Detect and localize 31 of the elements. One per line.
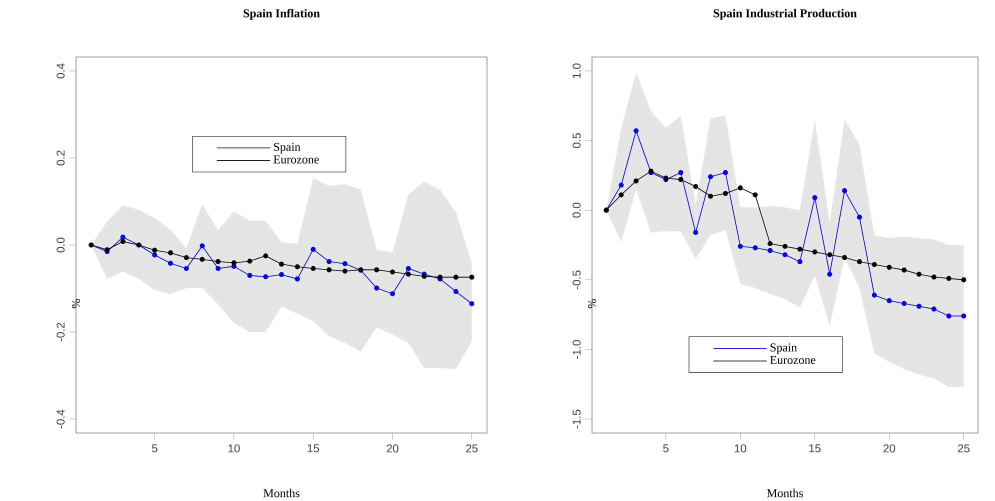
legend-label: Spain (770, 343, 797, 354)
x-tick-label: 15 (308, 444, 320, 452)
x-tick-label: 15 (809, 444, 821, 452)
legend-label: Eurozone (770, 356, 816, 364)
x-tick-label: 20 (386, 444, 398, 452)
x-tick-label: 25 (958, 444, 970, 452)
y-tick-label: 1.0 (572, 64, 581, 78)
legend-label: Spain (274, 142, 300, 154)
y-tick-label: -1.5 (572, 410, 581, 428)
x-tick-label: 5 (663, 444, 669, 452)
x-tick-label: 10 (228, 444, 240, 452)
y-tick-label: -0.2 (56, 322, 65, 342)
y-axis-title: % (588, 299, 596, 308)
y-tick-label: 0.0 (572, 202, 581, 218)
x-tick-label: 5 (152, 444, 158, 452)
y-tick-label: 0.5 (572, 133, 581, 148)
y-tick-label: -0.4 (56, 410, 65, 428)
y-tick-label: -0.5 (572, 270, 581, 290)
chart-title: Spain Inflation (244, 8, 320, 20)
x-tick-label: 10 (734, 444, 746, 452)
legend-label: Eurozone (274, 156, 319, 164)
x-tick-label: 25 (466, 444, 478, 452)
y-tick-label: 0.4 (56, 63, 65, 78)
chart-title: Spain Industrial Production (714, 8, 857, 20)
y-tick-label: -1.0 (572, 340, 581, 359)
x-axis-title: Months (767, 488, 803, 498)
x-axis-title: Months (264, 488, 300, 498)
y-axis-title: % (72, 299, 80, 308)
x-tick-label: 20 (884, 444, 896, 452)
y-tick-label: 0.2 (56, 150, 65, 166)
y-tick-label: 0.0 (56, 238, 65, 252)
